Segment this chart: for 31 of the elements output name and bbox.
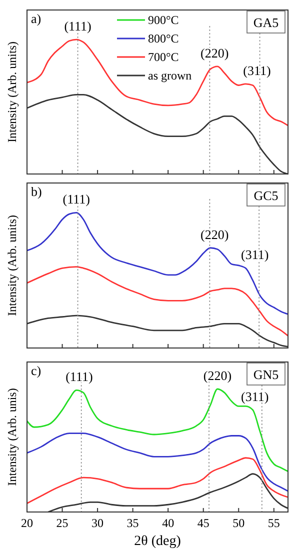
annotation: (311) — [243, 62, 271, 78]
text: a) — [31, 11, 42, 26]
y-axis-title: Intensity (Arb. units) — [5, 42, 19, 142]
annotation: (111) — [66, 369, 93, 384]
annotation: (311) — [241, 388, 269, 404]
legend-label: 800°C — [148, 32, 179, 46]
x-tick-label: 20 — [21, 516, 33, 530]
annotation: (220) — [203, 368, 232, 383]
annotation: (111) — [64, 18, 92, 34]
legend-label: as grown — [148, 68, 192, 82]
text: GC5 — [254, 188, 278, 203]
annotation: (111) — [62, 192, 90, 207]
text: GA5 — [253, 15, 279, 30]
x-tick-label: 25 — [56, 516, 68, 530]
text: c) — [31, 363, 42, 378]
y-axis-title: Intensity (Arb. unis) — [5, 388, 19, 486]
y-axis-title: Intensity (Arb. units) — [5, 215, 19, 316]
annotation: (220) — [200, 226, 229, 242]
legend-label: 900°C — [148, 13, 179, 27]
x-tick-label: 40 — [162, 516, 174, 530]
text: GN5 — [253, 367, 279, 382]
x-tick-label: 55 — [268, 516, 280, 530]
text: b) — [31, 184, 42, 199]
x-tick-label: 35 — [126, 516, 139, 530]
annotation: (220) — [200, 45, 229, 60]
x-tick-label: 45 — [197, 516, 210, 530]
legend-label: 700°C — [148, 50, 179, 64]
x-tick-label: 50 — [232, 516, 245, 530]
x-axis-title: 2θ (deg) — [134, 534, 182, 549]
annotation: (311) — [241, 247, 269, 262]
x-tick-label: 30 — [92, 516, 104, 530]
